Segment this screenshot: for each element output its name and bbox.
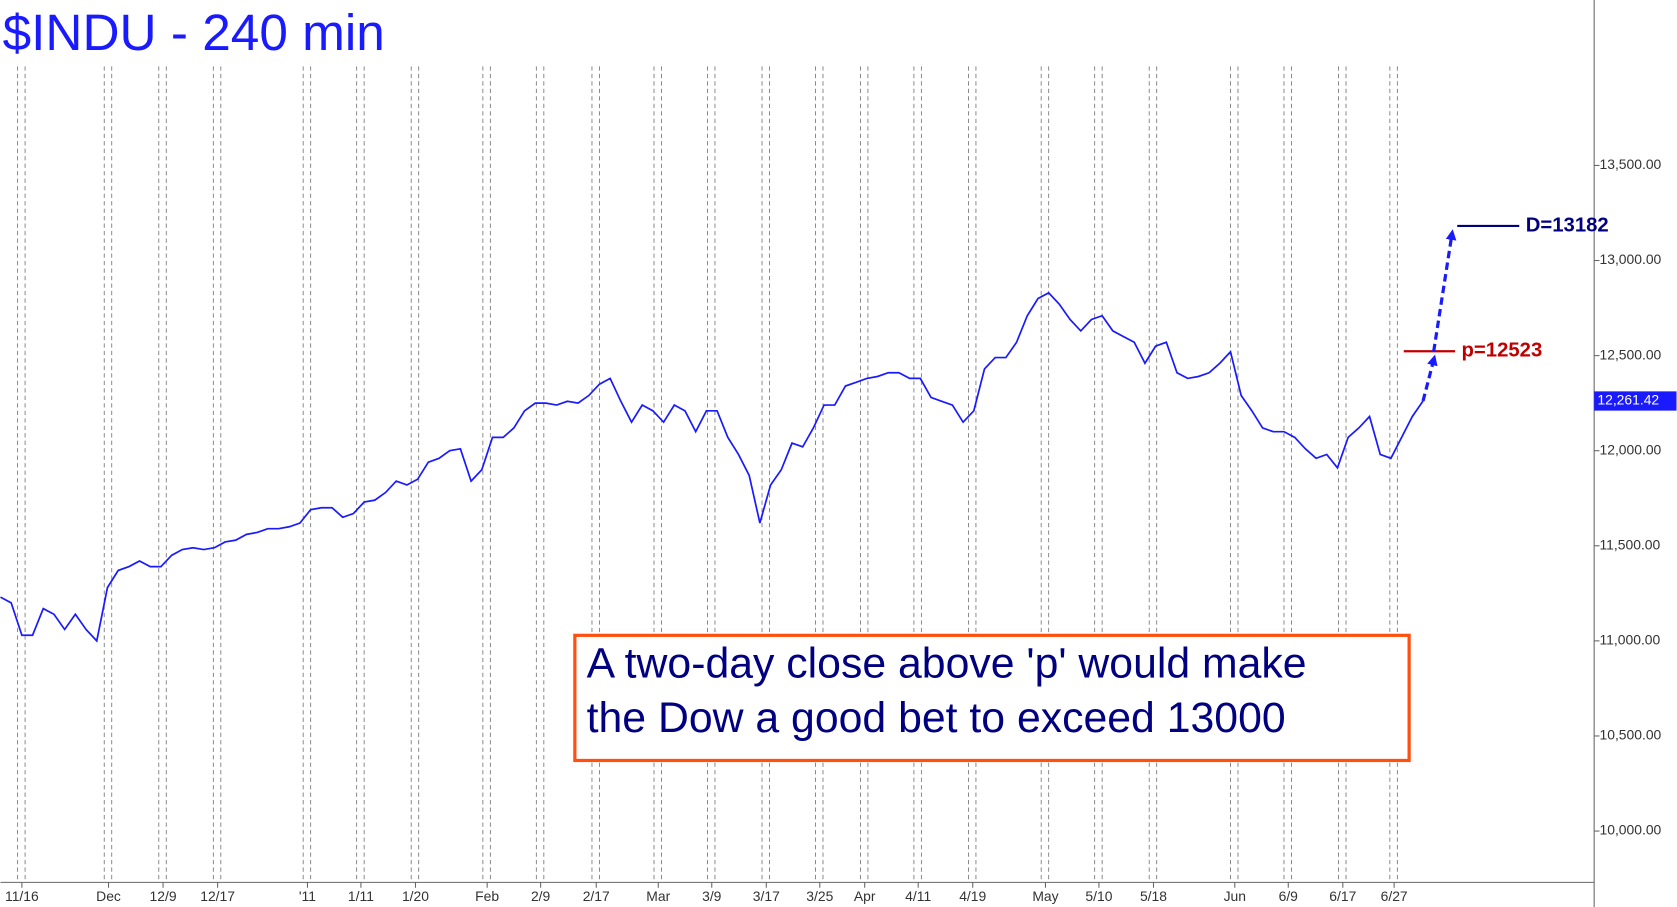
y-tick-label: 12,500.00 — [1600, 346, 1662, 362]
x-tick-label: 4/11 — [905, 888, 931, 904]
x-tick-label: 12/17 — [200, 888, 235, 904]
projection-arrow — [1432, 229, 1457, 352]
x-tick-label: 1/11 — [348, 888, 374, 904]
x-tick-label: 1/20 — [402, 888, 429, 904]
y-tick-label: 10,000.00 — [1600, 822, 1662, 838]
x-tick-label: 6/17 — [1329, 888, 1356, 904]
x-tick-label: 6/9 — [1279, 888, 1299, 904]
x-tick-label: 2/9 — [531, 888, 551, 904]
annotation-line: the Dow a good bet to exceed 13000 — [587, 694, 1286, 742]
y-tick-label: 13,500.00 — [1600, 156, 1662, 172]
x-tick-label: 11/16 — [5, 888, 39, 904]
x-tick-label: 5/18 — [1140, 888, 1167, 904]
y-tick-label: 12,000.00 — [1600, 441, 1662, 457]
x-tick-label: May — [1032, 888, 1058, 904]
level-label: D=13182 — [1526, 214, 1609, 236]
last-price-label: 12,261.42 — [1597, 392, 1659, 408]
x-tick-label: Feb — [475, 888, 499, 904]
x-tick-label: 12/9 — [150, 888, 177, 904]
x-tick-label: Mar — [646, 888, 670, 904]
chart-title: $INDU - 240 min — [3, 4, 385, 61]
price-line — [0, 291, 1424, 643]
level-label: p=12523 — [1462, 340, 1543, 362]
y-tick-label: 11,500.00 — [1600, 536, 1661, 552]
x-tick-label: 2/17 — [583, 888, 610, 904]
x-tick-label: 3/25 — [806, 888, 833, 904]
x-tick-label: '11 — [299, 888, 316, 904]
x-tick-label: 5/10 — [1085, 888, 1112, 904]
x-tick-label: 6/27 — [1381, 888, 1408, 904]
last-price-box — [1594, 391, 1677, 411]
y-tick-label: 10,500.00 — [1600, 727, 1662, 743]
y-tick-label: 13,000.00 — [1600, 251, 1662, 267]
x-tick-label: 3/9 — [702, 888, 722, 904]
x-tick-label: 3/17 — [753, 888, 780, 904]
x-tick-label: Jun — [1224, 888, 1246, 904]
x-tick-label: Dec — [96, 888, 121, 904]
y-tick-label: 11,000.00 — [1600, 632, 1661, 648]
projection-arrow — [1421, 354, 1438, 402]
grid — [17, 66, 1398, 883]
x-tick-label: Apr — [854, 888, 876, 904]
x-tick-label: 4/19 — [959, 888, 986, 904]
annotation-line: A two-day close above 'p' would make — [587, 640, 1307, 688]
annotation-box — [573, 633, 1411, 763]
